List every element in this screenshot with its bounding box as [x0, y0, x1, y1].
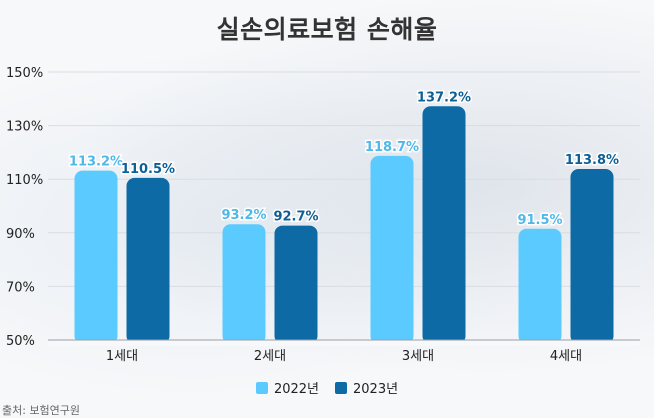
legend-swatch-2022 [255, 381, 268, 394]
bar-2023년-3세대 [422, 106, 466, 344]
data-labels: 113.2%110.5% 93.2% 92.7% 118.7% 137.2% 91.5% 1… [67, 89, 620, 229]
data-label: 93.2% [221, 208, 266, 223]
y-tick-label: 150% [6, 66, 43, 81]
chart-title: 실손의료보험 손해율 [216, 15, 438, 44]
legend-swatch-2023 [335, 381, 347, 394]
y-tick-label: 90% [6, 227, 35, 242]
data-label: 91.5% [517, 213, 562, 228]
bar-2022년-2세대 [222, 224, 266, 344]
x-tick-label: 1세대 [106, 349, 138, 364]
y-tick-label: 50% [6, 334, 35, 349]
bars [48, 106, 640, 346]
legend: 2022년 2023년 [0, 378, 654, 397]
x-tick-label: 2세대 [254, 349, 286, 364]
data-label: 113.2% [69, 155, 123, 170]
y-axis-ticks: 50% 70% 90% 110% 130% 150% [6, 66, 43, 349]
data-label: 118.7% [365, 140, 419, 155]
legend-label-2023: 2023년 [353, 382, 399, 397]
y-tick-label: 70% [6, 280, 35, 295]
bar-2022년-4세대 [518, 228, 562, 344]
bar-2022년-3세대 [370, 155, 414, 344]
data-label: 113.8% [565, 153, 619, 168]
bar-2023년-4세대 [570, 169, 614, 344]
x-tick-label: 3세대 [402, 349, 434, 364]
bar-2023년-1세대 [126, 177, 170, 344]
data-label: 110.5% [121, 162, 175, 177]
x-axis-ticks: 1세대 2세대 3세대 4세대 [106, 349, 582, 364]
data-label: 92.7% [273, 210, 318, 225]
source-note: 출처: 보험연구원 [2, 404, 81, 417]
legend-label-2022: 2022년 [273, 382, 319, 397]
bar-2023년-2세대 [274, 225, 318, 344]
axis-mask [48, 340, 640, 346]
x-tick-label: 4세대 [550, 349, 582, 364]
data-label: 137.2% [417, 90, 471, 105]
bar-2022년-1세대 [74, 170, 118, 344]
y-tick-label: 130% [6, 120, 43, 135]
legend-item-2023: 2023년 [335, 378, 398, 397]
y-tick-label: 110% [6, 173, 43, 188]
legend-item-2022: 2022년 [255, 378, 319, 397]
